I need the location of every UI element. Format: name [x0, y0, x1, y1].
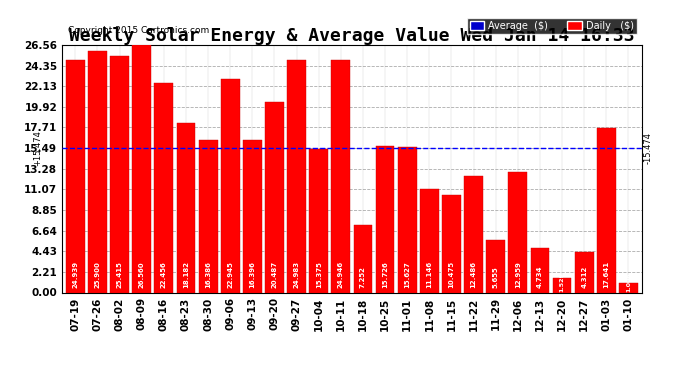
Text: 26.560: 26.560	[139, 261, 145, 288]
Text: 24.983: 24.983	[293, 261, 299, 288]
Bar	[464, 176, 483, 292]
Text: 22.456: 22.456	[161, 261, 167, 288]
Bar	[331, 60, 351, 292]
Bar	[375, 146, 395, 292]
Title: Weekly Solar Energy & Average Value Wed Jan 14 16:33: Weekly Solar Energy & Average Value Wed …	[69, 27, 635, 45]
Text: 20.487: 20.487	[271, 261, 277, 288]
Bar	[420, 189, 439, 292]
Bar	[221, 79, 239, 292]
Text: Copyright 2015 Cartronics.com: Copyright 2015 Cartronics.com	[68, 26, 209, 35]
Text: 25.415: 25.415	[117, 261, 123, 288]
Text: 1.006: 1.006	[626, 272, 631, 292]
Bar	[553, 278, 571, 292]
Bar	[619, 283, 638, 292]
Text: 7.252: 7.252	[360, 266, 366, 288]
Text: +15.474: +15.474	[33, 130, 42, 166]
Bar	[243, 140, 262, 292]
Text: 24.946: 24.946	[338, 261, 344, 288]
Text: 1.529: 1.529	[560, 272, 564, 292]
Text: 18.182: 18.182	[183, 261, 189, 288]
Bar	[575, 252, 593, 292]
Text: 22.945: 22.945	[227, 261, 233, 288]
Bar	[265, 102, 284, 292]
Bar	[353, 225, 373, 292]
Text: 5.655: 5.655	[493, 266, 499, 288]
Bar	[309, 149, 328, 292]
Text: 15.375: 15.375	[316, 261, 322, 288]
Text: -15.474: -15.474	[644, 132, 653, 164]
Text: 4.312: 4.312	[581, 266, 587, 288]
Text: 12.486: 12.486	[471, 261, 477, 288]
Text: 16.386: 16.386	[205, 261, 211, 288]
Bar	[88, 51, 107, 292]
Legend: Average  ($), Daily   ($): Average ($), Daily ($)	[466, 18, 637, 33]
Text: 10.475: 10.475	[448, 261, 455, 288]
Text: 25.900: 25.900	[95, 261, 101, 288]
Bar	[132, 45, 151, 292]
Bar	[155, 83, 173, 292]
Bar	[597, 128, 615, 292]
Bar	[287, 60, 306, 292]
Bar	[110, 56, 129, 292]
Text: 12.959: 12.959	[515, 261, 521, 288]
Bar	[199, 140, 217, 292]
Bar	[177, 123, 195, 292]
Text: 24.939: 24.939	[72, 261, 79, 288]
Bar	[509, 172, 527, 292]
Bar	[442, 195, 461, 292]
Text: 4.734: 4.734	[537, 266, 543, 288]
Text: 16.396: 16.396	[249, 261, 255, 288]
Text: 11.146: 11.146	[426, 261, 433, 288]
Bar	[486, 240, 505, 292]
Bar	[531, 248, 549, 292]
Text: 15.726: 15.726	[382, 261, 388, 288]
Bar	[398, 147, 417, 292]
Text: 17.641: 17.641	[603, 261, 609, 288]
Text: 15.627: 15.627	[404, 261, 411, 288]
Bar	[66, 60, 85, 292]
